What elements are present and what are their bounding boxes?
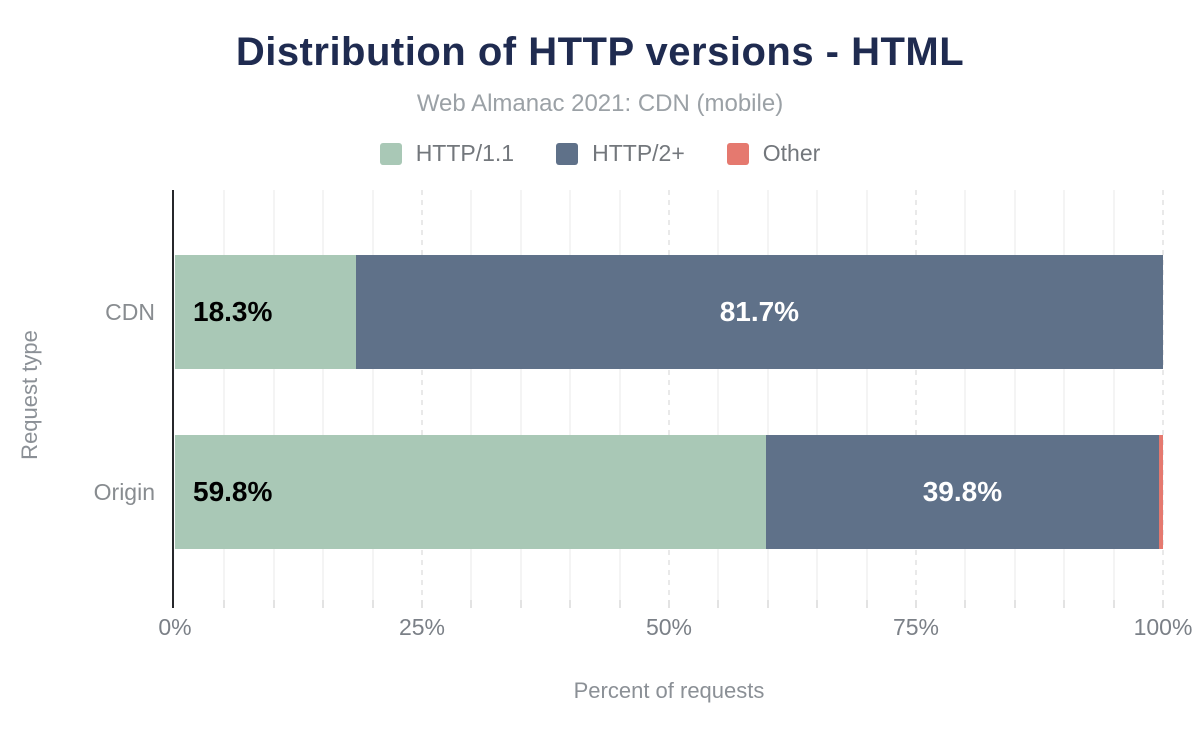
x-axis-tick bbox=[1162, 600, 1164, 608]
x-axis-tick bbox=[816, 600, 819, 608]
x-axis-tick bbox=[421, 600, 423, 608]
x-axis-title: Percent of requests bbox=[573, 678, 765, 703]
plot-area: 0% 25% 50% 75% 100% 18.3% 81.7% CDN 59.8% 39.8% Or… bbox=[94, 190, 1192, 640]
x-axis-tick bbox=[272, 600, 275, 608]
legend-label: HTTP/1.1 bbox=[415, 140, 515, 166]
minor-gridline bbox=[865, 190, 868, 600]
x-axis-tick bbox=[1112, 600, 1115, 608]
minor-gridline bbox=[322, 190, 325, 600]
x-axis-tick bbox=[371, 600, 374, 608]
bar-value-label: 18.3% bbox=[193, 296, 273, 327]
minor-gridline bbox=[569, 190, 572, 600]
legend-label: HTTP/2+ bbox=[592, 140, 685, 166]
minor-gridline bbox=[766, 190, 769, 600]
minor-gridline bbox=[816, 190, 819, 600]
x-axis-tick bbox=[915, 600, 917, 608]
legend-swatch-icon bbox=[556, 142, 579, 165]
x-tick-label-100pct: 100% bbox=[1133, 614, 1193, 640]
minor-gridline bbox=[272, 190, 275, 600]
legend-item-other[interactable]: Other bbox=[726, 140, 821, 167]
y-axis-line bbox=[172, 190, 174, 608]
bar-row-origin: 59.8% 39.8% bbox=[175, 435, 1163, 549]
x-axis-tick bbox=[1013, 600, 1016, 608]
x-axis-tick bbox=[223, 600, 226, 608]
legend-item-http-2-[interactable]: HTTP/2+ bbox=[556, 140, 685, 167]
legend: HTTP/1.1 HTTP/2+ Other bbox=[0, 140, 1200, 167]
minor-gridline bbox=[1063, 190, 1066, 600]
x-axis-tick bbox=[766, 600, 769, 608]
x-axis-tick bbox=[964, 600, 967, 608]
x-tick-label-25pct: 25% bbox=[398, 614, 446, 640]
x-tick-label-0pct: 0% bbox=[158, 614, 192, 640]
legend-swatch-icon bbox=[726, 142, 749, 165]
bar-segment-cdn-http-1-1[interactable]: 18.3% bbox=[175, 255, 356, 369]
x-axis-tick bbox=[519, 600, 522, 608]
major-gridline bbox=[421, 190, 423, 600]
category-label-origin: Origin bbox=[93, 478, 155, 505]
x-axis-tick bbox=[1063, 600, 1066, 608]
bar-value-label: 81.7% bbox=[719, 296, 800, 327]
chart-title: Distribution of HTTP versions - HTML bbox=[235, 30, 965, 74]
bar-segment-origin-other[interactable] bbox=[1159, 435, 1163, 549]
x-axis-tick bbox=[668, 600, 670, 608]
x-tick-label-75pct: 75% bbox=[892, 614, 940, 640]
x-axis-tick bbox=[470, 600, 473, 608]
bar-segment-cdn-http-2-[interactable]: 81.7% bbox=[355, 255, 1163, 369]
bar-segment-origin-http-1-1[interactable]: 59.8% bbox=[175, 435, 766, 549]
bar-row-cdn: 18.3% 81.7% bbox=[175, 255, 1163, 369]
minor-gridline bbox=[371, 190, 374, 600]
x-axis-tick bbox=[865, 600, 868, 608]
minor-gridline bbox=[717, 190, 720, 600]
x-tick-label-50pct: 50% bbox=[645, 614, 693, 640]
major-gridline bbox=[915, 190, 917, 600]
x-axis-tick bbox=[717, 600, 720, 608]
y-axis-title: Request type bbox=[17, 330, 42, 460]
legend-swatch-icon bbox=[379, 142, 402, 165]
minor-gridline bbox=[470, 190, 473, 600]
legend-item-http-1-1[interactable]: HTTP/1.1 bbox=[379, 140, 515, 167]
minor-gridline bbox=[1013, 190, 1016, 600]
bar-value-label: 39.8% bbox=[922, 476, 1003, 507]
x-axis-tick bbox=[569, 600, 572, 608]
bar-segment-origin-http-2-[interactable]: 39.8% bbox=[765, 435, 1160, 549]
x-axis-tick bbox=[618, 600, 621, 608]
category-label-cdn: CDN bbox=[105, 298, 155, 325]
minor-gridline bbox=[964, 190, 967, 600]
minor-gridline bbox=[223, 190, 226, 600]
major-gridline bbox=[1162, 190, 1164, 600]
minor-gridline bbox=[519, 190, 522, 600]
chart-subtitle: Web Almanac 2021: CDN (mobile) bbox=[416, 90, 784, 117]
minor-gridline bbox=[618, 190, 621, 600]
major-gridline bbox=[668, 190, 670, 600]
bar-value-label: 59.8% bbox=[193, 476, 273, 507]
x-axis-tick bbox=[322, 600, 325, 608]
minor-gridline bbox=[1112, 190, 1115, 600]
legend-label: Other bbox=[762, 140, 821, 166]
